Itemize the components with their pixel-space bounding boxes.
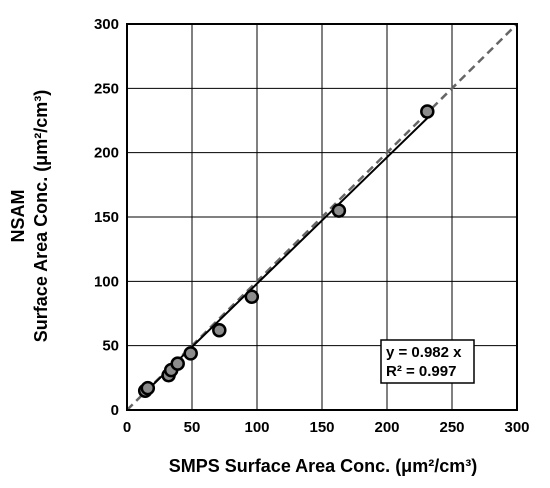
equation-box: y = 0.982 x R² = 0.997: [380, 339, 475, 384]
y-axis-title-line2: Surface Area Conc. (μm²/cm³): [31, 90, 51, 342]
x-tick-label-2: 100: [244, 419, 269, 436]
y-tick-label-1: 50: [102, 338, 119, 355]
x-tick-label-1: 50: [184, 419, 201, 436]
x-tick-label-3: 150: [309, 419, 334, 436]
x-tick-label-0: 0: [123, 419, 131, 436]
x-tick-labels: 0 50 100 150 200 250 300: [123, 419, 530, 436]
data-point-4: [170, 356, 185, 371]
y-tick-label-5: 250: [94, 80, 119, 97]
data-point-5: [183, 346, 198, 361]
data-points: [137, 104, 435, 398]
y-tick-label-3: 150: [94, 209, 119, 226]
r-squared-text: R² = 0.997: [386, 363, 456, 380]
y-tick-label-0: 0: [111, 402, 119, 419]
x-axis-title: SMPS Surface Area Conc. (μm²/cm³): [169, 456, 477, 476]
x-tick-label-5: 250: [439, 419, 464, 436]
plot-frame: [126, 23, 518, 411]
data-point-1: [140, 380, 156, 396]
x-tick-label-4: 200: [374, 419, 399, 436]
data-point-7: [244, 289, 260, 305]
y-axis-title-line1: NSAM: [8, 190, 28, 243]
equation-text: y = 0.982 x: [386, 344, 462, 361]
x-tick-label-6: 300: [504, 419, 529, 436]
y-tick-label-2: 100: [94, 273, 119, 290]
data-point-6: [212, 322, 227, 338]
data-point-9: [420, 104, 435, 119]
y-tick-labels: 0 50 100 150 200 250 300: [94, 16, 119, 419]
y-tick-label-6: 300: [94, 16, 119, 33]
data-point-8: [331, 203, 347, 218]
y-tick-label-4: 200: [94, 145, 119, 162]
